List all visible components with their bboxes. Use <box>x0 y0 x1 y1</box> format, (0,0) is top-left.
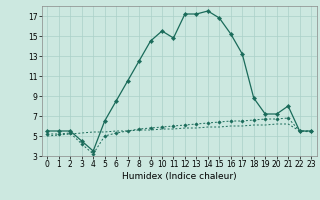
X-axis label: Humidex (Indice chaleur): Humidex (Indice chaleur) <box>122 172 236 181</box>
